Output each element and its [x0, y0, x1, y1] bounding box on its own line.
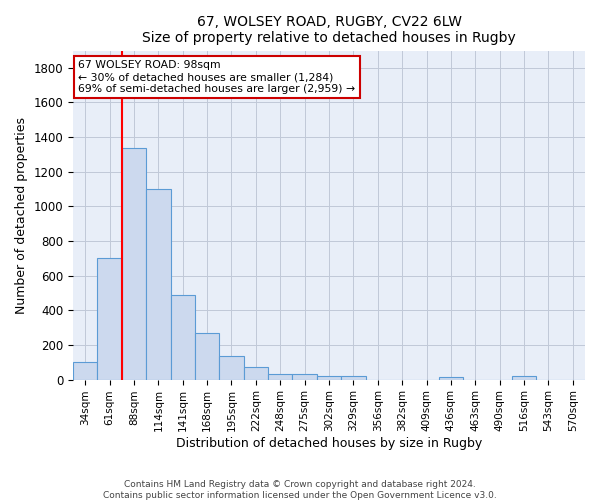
Y-axis label: Number of detached properties: Number of detached properties [15, 116, 28, 314]
Bar [170, 294, 195, 380]
Bar [146, 189, 170, 380]
Text: 67 WOLSEY ROAD: 98sqm
← 30% of detached houses are smaller (1,284)
69% of semi-d: 67 WOLSEY ROAD: 98sqm ← 30% of detached … [78, 60, 355, 94]
Bar [341, 376, 365, 380]
Bar [122, 148, 146, 380]
Bar [292, 374, 317, 380]
Text: Contains HM Land Registry data © Crown copyright and database right 2024.
Contai: Contains HM Land Registry data © Crown c… [103, 480, 497, 500]
Bar [244, 368, 268, 380]
Bar [439, 377, 463, 380]
Bar [512, 376, 536, 380]
Bar [220, 356, 244, 380]
Title: 67, WOLSEY ROAD, RUGBY, CV22 6LW
Size of property relative to detached houses in: 67, WOLSEY ROAD, RUGBY, CV22 6LW Size of… [142, 15, 516, 45]
Bar [73, 362, 97, 380]
Bar [268, 374, 292, 380]
Bar [195, 333, 220, 380]
X-axis label: Distribution of detached houses by size in Rugby: Distribution of detached houses by size … [176, 437, 482, 450]
Bar [97, 258, 122, 380]
Bar [317, 376, 341, 380]
